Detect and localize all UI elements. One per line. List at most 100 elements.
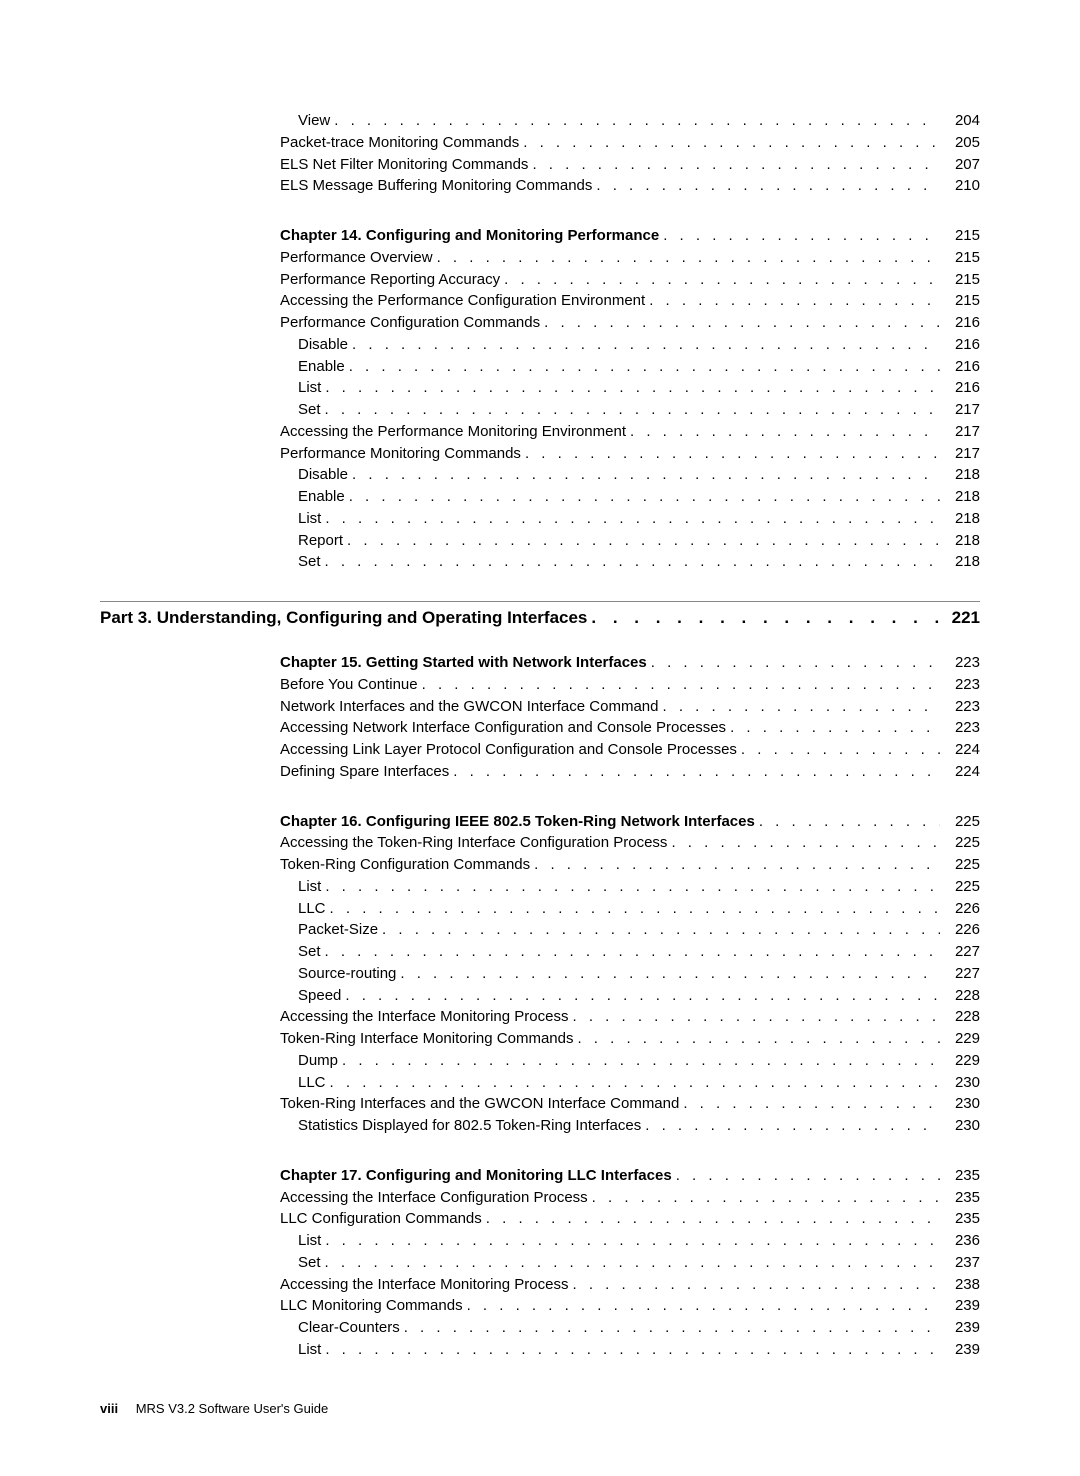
toc-entry-page[interactable]: 229 [940, 1050, 980, 1072]
toc-entry-title[interactable]: List [298, 1339, 321, 1361]
toc-entry-page[interactable]: 217 [940, 443, 980, 465]
toc-entry-page[interactable]: 235 [940, 1208, 980, 1230]
toc-entry-page[interactable]: 223 [940, 696, 980, 718]
toc-entry-title[interactable]: Packet-trace Monitoring Commands [280, 132, 519, 154]
toc-entry-page[interactable]: 216 [940, 334, 980, 356]
toc-entry-title[interactable]: Accessing the Performance Monitoring Env… [280, 421, 626, 443]
toc-entry-title[interactable]: Statistics Displayed for 802.5 Token-Rin… [298, 1115, 641, 1137]
toc-entry-page[interactable]: 215 [940, 225, 980, 247]
toc-entry-page[interactable]: 221 [940, 608, 980, 628]
toc-entry-title[interactable]: Disable [298, 464, 348, 486]
toc-entry-page[interactable]: 215 [940, 290, 980, 312]
toc-entry-title[interactable]: Enable [298, 486, 345, 508]
toc-entry-page[interactable]: 225 [940, 832, 980, 854]
toc-entry-title[interactable]: Accessing the Token-Ring Interface Confi… [280, 832, 667, 854]
toc-entry-title[interactable]: List [298, 1230, 321, 1252]
toc-entry-title[interactable]: Set [298, 399, 321, 421]
toc-entry-title[interactable]: ELS Message Buffering Monitoring Command… [280, 175, 592, 197]
toc-entry-page[interactable]: 228 [940, 985, 980, 1007]
toc-entry-title[interactable]: Accessing Network Interface Configuratio… [280, 717, 726, 739]
toc-entry-page[interactable]: 217 [940, 399, 980, 421]
toc-entry-title[interactable]: Performance Reporting Accuracy [280, 269, 500, 291]
toc-entry-page[interactable]: 205 [940, 132, 980, 154]
toc-entry-title[interactable]: Accessing the Interface Monitoring Proce… [280, 1274, 568, 1296]
toc-entry-title[interactable]: Packet-Size [298, 919, 378, 941]
toc-entry-title[interactable]: Token-Ring Configuration Commands [280, 854, 530, 876]
toc-entry-title[interactable]: LLC [298, 898, 326, 920]
toc-entry-page[interactable]: 218 [940, 551, 980, 573]
toc-entry-page[interactable]: 225 [940, 854, 980, 876]
toc-entry-page[interactable]: 216 [940, 312, 980, 334]
toc-entry-title[interactable]: LLC Configuration Commands [280, 1208, 482, 1230]
toc-entry-page[interactable]: 237 [940, 1252, 980, 1274]
toc-entry-title[interactable]: Accessing Link Layer Protocol Configurat… [280, 739, 737, 761]
toc-entry-title[interactable]: Accessing the Interface Configuration Pr… [280, 1187, 588, 1209]
toc-entry-title[interactable]: View [298, 110, 330, 132]
toc-entry-page[interactable]: 235 [940, 1165, 980, 1187]
toc-entry-title[interactable]: List [298, 508, 321, 530]
toc-entry-page[interactable]: 226 [940, 919, 980, 941]
toc-entry-title[interactable]: Performance Overview [280, 247, 433, 269]
toc-entry-title[interactable]: Set [298, 1252, 321, 1274]
toc-entry-title[interactable]: LLC [298, 1072, 326, 1094]
toc-entry-page[interactable]: 217 [940, 421, 980, 443]
toc-entry-title[interactable]: Source-routing [298, 963, 396, 985]
toc-entry-title[interactable]: Before You Continue [280, 674, 418, 696]
toc-entry-page[interactable]: 236 [940, 1230, 980, 1252]
toc-entry-page[interactable]: 238 [940, 1274, 980, 1296]
toc-entry-page[interactable]: 207 [940, 154, 980, 176]
toc-entry-page[interactable]: 239 [940, 1339, 980, 1361]
toc-entry-title[interactable]: Accessing the Performance Configuration … [280, 290, 645, 312]
toc-entry-page[interactable]: 226 [940, 898, 980, 920]
toc-entry-title[interactable]: Token-Ring Interfaces and the GWCON Inte… [280, 1093, 679, 1115]
toc-entry-title[interactable]: Token-Ring Interface Monitoring Commands [280, 1028, 573, 1050]
toc-entry-page[interactable]: 227 [940, 963, 980, 985]
toc-entry-title[interactable]: Report [298, 530, 343, 552]
toc-entry-page[interactable]: 239 [940, 1295, 980, 1317]
toc-entry-page[interactable]: 228 [940, 1006, 980, 1028]
toc-entry-title[interactable]: Chapter 16. Configuring IEEE 802.5 Token… [280, 811, 755, 833]
toc-entry-title[interactable]: Part 3. Understanding, Configuring and O… [100, 608, 587, 628]
toc-entry-page[interactable]: 239 [940, 1317, 980, 1339]
toc-entry-title[interactable]: Speed [298, 985, 341, 1007]
toc-entry-page[interactable]: 223 [940, 717, 980, 739]
toc-entry-title[interactable]: Disable [298, 334, 348, 356]
toc-entry-page[interactable]: 210 [940, 175, 980, 197]
toc-entry-title[interactable]: Set [298, 551, 321, 573]
toc-entry-page[interactable]: 215 [940, 269, 980, 291]
toc-entry-page[interactable]: 227 [940, 941, 980, 963]
toc-entry-page[interactable]: 230 [940, 1072, 980, 1094]
toc-entry-title[interactable]: LLC Monitoring Commands [280, 1295, 463, 1317]
toc-entry-title[interactable]: Chapter 14. Configuring and Monitoring P… [280, 225, 659, 247]
toc-entry-title[interactable]: Dump [298, 1050, 338, 1072]
toc-entry-title[interactable]: Chapter 17. Configuring and Monitoring L… [280, 1165, 672, 1187]
toc-entry-title[interactable]: Enable [298, 356, 345, 378]
toc-entry-page[interactable]: 216 [940, 377, 980, 399]
toc-entry-title[interactable]: Clear-Counters [298, 1317, 400, 1339]
toc-entry-page[interactable]: 218 [940, 530, 980, 552]
toc-entry-page[interactable]: 229 [940, 1028, 980, 1050]
toc-entry-page[interactable]: 223 [940, 674, 980, 696]
toc-entry-title[interactable]: ELS Net Filter Monitoring Commands [280, 154, 528, 176]
toc-entry-title[interactable]: List [298, 876, 321, 898]
toc-entry-page[interactable]: 235 [940, 1187, 980, 1209]
toc-entry-page[interactable]: 218 [940, 508, 980, 530]
toc-entry-page[interactable]: 223 [940, 652, 980, 674]
toc-entry-page[interactable]: 218 [940, 464, 980, 486]
toc-entry-page[interactable]: 218 [940, 486, 980, 508]
toc-entry-page[interactable]: 224 [940, 739, 980, 761]
toc-entry-title[interactable]: Set [298, 941, 321, 963]
toc-entry-page[interactable]: 230 [940, 1093, 980, 1115]
toc-entry-page[interactable]: 225 [940, 876, 980, 898]
toc-entry-page[interactable]: 204 [940, 110, 980, 132]
toc-entry-title[interactable]: List [298, 377, 321, 399]
toc-entry-page[interactable]: 215 [940, 247, 980, 269]
toc-entry-page[interactable]: 216 [940, 356, 980, 378]
toc-entry-title[interactable]: Chapter 15. Getting Started with Network… [280, 652, 647, 674]
toc-entry-title[interactable]: Performance Configuration Commands [280, 312, 540, 334]
toc-entry-page[interactable]: 225 [940, 811, 980, 833]
toc-entry-title[interactable]: Network Interfaces and the GWCON Interfa… [280, 696, 658, 718]
toc-entry-title[interactable]: Accessing the Interface Monitoring Proce… [280, 1006, 568, 1028]
toc-entry-page[interactable]: 230 [940, 1115, 980, 1137]
toc-entry-page[interactable]: 224 [940, 761, 980, 783]
